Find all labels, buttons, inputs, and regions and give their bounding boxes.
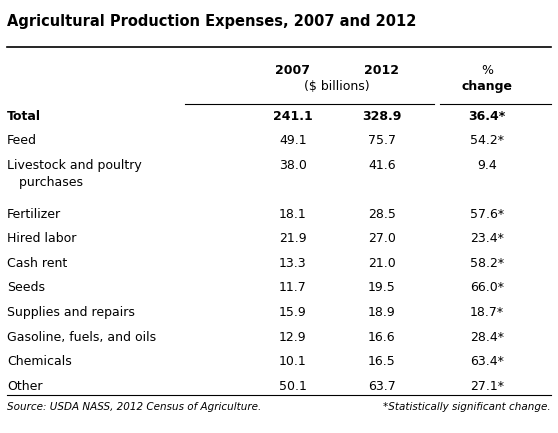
- Text: Agricultural Production Expenses, 2007 and 2012: Agricultural Production Expenses, 2007 a…: [7, 14, 416, 29]
- Text: 15.9: 15.9: [279, 306, 307, 319]
- Text: 12.9: 12.9: [279, 330, 307, 343]
- Text: Gasoline, fuels, and oils: Gasoline, fuels, and oils: [7, 330, 156, 343]
- Text: 57.6*: 57.6*: [470, 208, 504, 221]
- Text: 13.3: 13.3: [279, 257, 307, 270]
- Text: Supplies and repairs: Supplies and repairs: [7, 306, 135, 319]
- Text: 38.0: 38.0: [279, 159, 307, 172]
- Text: Other: Other: [7, 380, 42, 393]
- Text: 2012: 2012: [364, 64, 399, 77]
- Text: *Statistically significant change.: *Statistically significant change.: [383, 402, 551, 412]
- Text: 16.5: 16.5: [368, 355, 396, 368]
- Text: ($ billions): ($ billions): [305, 80, 370, 93]
- Text: Total: Total: [7, 110, 41, 123]
- Text: 63.7: 63.7: [368, 380, 396, 393]
- Text: 21.0: 21.0: [368, 257, 396, 270]
- Text: 66.0*: 66.0*: [470, 281, 504, 294]
- Text: 27.0: 27.0: [368, 233, 396, 246]
- Text: Seeds: Seeds: [7, 281, 45, 294]
- Text: 58.2*: 58.2*: [470, 257, 504, 270]
- Text: 19.5: 19.5: [368, 281, 396, 294]
- Text: 27.1*: 27.1*: [470, 380, 504, 393]
- Text: 75.7: 75.7: [368, 134, 396, 147]
- Text: 18.1: 18.1: [279, 208, 307, 221]
- Text: Hired labor: Hired labor: [7, 233, 76, 246]
- Text: 18.7*: 18.7*: [470, 306, 504, 319]
- Text: 54.2*: 54.2*: [470, 134, 504, 147]
- Text: 49.1: 49.1: [279, 134, 307, 147]
- Text: Livestock and poultry
   purchases: Livestock and poultry purchases: [7, 159, 142, 189]
- Text: 16.6: 16.6: [368, 330, 396, 343]
- Text: 63.4*: 63.4*: [470, 355, 504, 368]
- Text: 10.1: 10.1: [279, 355, 307, 368]
- Text: 328.9: 328.9: [362, 110, 401, 123]
- Text: change: change: [461, 80, 513, 93]
- Text: 9.4: 9.4: [477, 159, 497, 172]
- Text: 50.1: 50.1: [279, 380, 307, 393]
- Text: Fertilizer: Fertilizer: [7, 208, 61, 221]
- Text: 241.1: 241.1: [273, 110, 312, 123]
- Text: 11.7: 11.7: [279, 281, 307, 294]
- Text: Source: USDA NASS, 2012 Census of Agriculture.: Source: USDA NASS, 2012 Census of Agricu…: [7, 402, 261, 412]
- Text: %: %: [481, 64, 493, 77]
- Text: 41.6: 41.6: [368, 159, 396, 172]
- Text: 28.4*: 28.4*: [470, 330, 504, 343]
- Text: 23.4*: 23.4*: [470, 233, 504, 246]
- Text: Feed: Feed: [7, 134, 37, 147]
- Text: Cash rent: Cash rent: [7, 257, 67, 270]
- Text: Chemicals: Chemicals: [7, 355, 71, 368]
- Text: 36.4*: 36.4*: [469, 110, 506, 123]
- Text: 28.5: 28.5: [368, 208, 396, 221]
- Text: 18.9: 18.9: [368, 306, 396, 319]
- Text: 21.9: 21.9: [279, 233, 307, 246]
- Text: 2007: 2007: [276, 64, 310, 77]
